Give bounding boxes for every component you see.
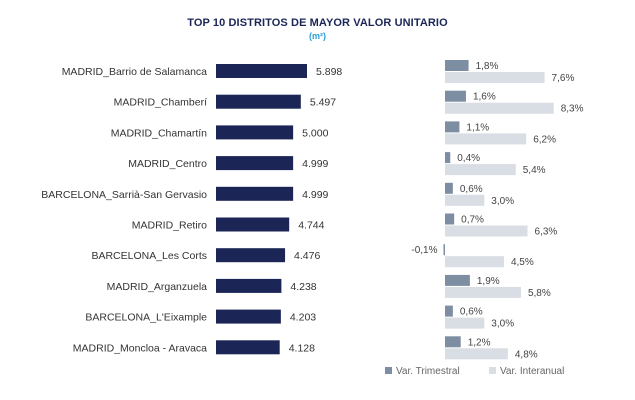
category-label: MADRID_Centro <box>128 158 207 170</box>
value-label: 4.744 <box>298 220 324 232</box>
annual-bar <box>445 102 554 114</box>
quarterly-label: 1,9% <box>477 276 500 287</box>
category-label: MADRID_Barrio de Salamanca <box>62 66 207 78</box>
annual-label: 5,4% <box>523 165 546 176</box>
annual-bar <box>445 72 545 83</box>
value-bar <box>216 278 282 293</box>
value-bar <box>216 64 307 78</box>
category-label: BARCELONA_L'Eixample <box>85 312 207 324</box>
chart-title: TOP 10 DISTRITOS DE MAYOR VALOR UNITARIO <box>187 17 448 29</box>
value-label: 4.203 <box>290 312 316 324</box>
category-label: MADRID_Chamartín <box>111 127 207 139</box>
value-label: 4.999 <box>302 189 328 201</box>
legend-swatch-quarterly <box>385 367 392 374</box>
value-bar <box>216 248 286 263</box>
value-bar <box>216 94 301 109</box>
category-label: MADRID_Moncloa - Aravaca <box>73 342 207 354</box>
quarterly-bar <box>445 305 453 317</box>
quarterly-label: 1,8% <box>476 61 499 72</box>
legend-swatch-annual <box>489 367 496 374</box>
quarterly-bar <box>445 90 466 102</box>
quarterly-bar <box>445 121 460 133</box>
value-label: 5.497 <box>310 97 336 109</box>
quarterly-label: 1,2% <box>468 337 491 348</box>
quarterly-label: 0,6% <box>460 307 483 318</box>
annual-label: 8,3% <box>561 104 584 115</box>
annual-bar <box>445 225 528 237</box>
annual-bar <box>445 133 527 145</box>
category-label: MADRID_Chamberí <box>114 97 207 109</box>
quarterly-bar <box>445 60 469 71</box>
annual-bar <box>445 348 508 360</box>
quarterly-bar <box>443 244 445 256</box>
annual-label: 4,8% <box>515 349 538 360</box>
value-label: 4.238 <box>290 281 316 293</box>
quarterly-label: 1,1% <box>466 122 489 133</box>
annual-bar <box>445 286 521 298</box>
annual-label: 3,0% <box>491 319 514 330</box>
annual-bar <box>445 317 485 329</box>
annual-label: 3,0% <box>491 196 514 207</box>
quarterly-bar <box>445 336 461 348</box>
annual-label: 6,2% <box>533 134 556 145</box>
category-label: BARCELONA_Les Corts <box>91 250 207 262</box>
value-bar <box>216 125 294 140</box>
quarterly-bar <box>445 213 455 225</box>
value-label: 4.999 <box>302 158 328 170</box>
quarterly-bar <box>445 274 470 286</box>
quarterly-label: 0,6% <box>460 184 483 195</box>
value-bar <box>216 156 294 171</box>
annual-label: 5,8% <box>528 288 551 299</box>
category-label: MADRID_Retiro <box>132 220 207 232</box>
quarterly-label: 0,7% <box>461 215 484 226</box>
quarterly-label: -0,1% <box>411 245 437 256</box>
value-bar <box>216 186 294 201</box>
quarterly-label: 1,6% <box>473 92 496 103</box>
quarterly-label: 0,4% <box>457 153 480 164</box>
annual-label: 7,6% <box>552 73 575 84</box>
annual-label: 4,5% <box>511 257 534 268</box>
annual-bar <box>445 256 504 268</box>
annual-bar <box>445 194 485 206</box>
value-label: 5.898 <box>316 66 342 78</box>
quarterly-bar <box>445 152 451 164</box>
legend-label-annual: Var. Interanual <box>500 366 564 377</box>
legend-label-quarterly: Var. Trimestral <box>396 366 460 377</box>
value-bar <box>216 217 290 232</box>
category-label: MADRID_Arganzuela <box>107 281 208 293</box>
value-label: 5.000 <box>302 127 328 139</box>
value-bar <box>216 309 281 324</box>
quarterly-bar <box>445 182 453 194</box>
category-label: BARCELONA_Sarrià-San Gervasio <box>41 189 207 201</box>
annual-label: 6,3% <box>535 227 558 238</box>
value-label: 4.128 <box>289 342 315 354</box>
chart-subtitle: (m²) <box>309 31 326 41</box>
value-bar <box>216 340 280 355</box>
annual-bar <box>445 164 516 176</box>
value-label: 4.476 <box>294 250 320 262</box>
